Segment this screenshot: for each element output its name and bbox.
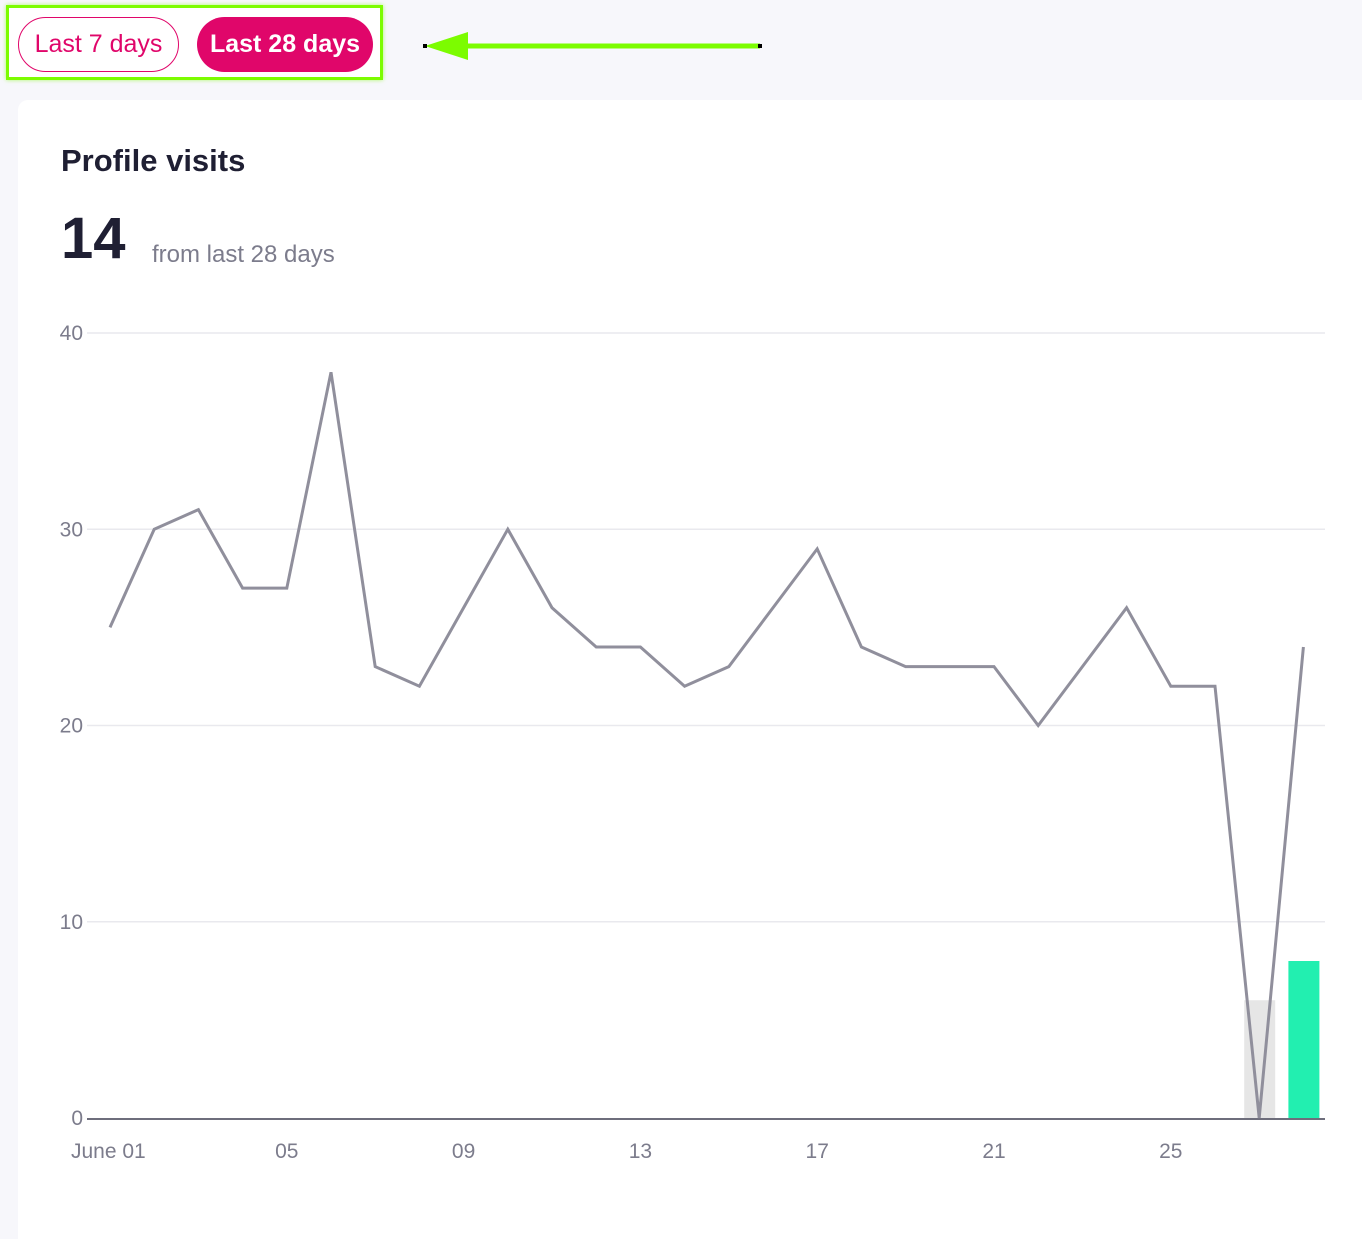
profile-visits-card [18,100,1362,1239]
x-tick-label: 13 [629,1140,652,1163]
x-tick-label: 17 [806,1140,829,1163]
x-tick-label: June 01 [71,1140,146,1163]
y-tick-label: 20 [60,715,83,738]
x-tick-label: 05 [275,1140,298,1163]
y-tick-label: 40 [60,322,83,345]
annotation-arrow-icon [423,32,762,60]
y-tick-label: 30 [60,518,83,541]
total-visits-value: 14 [61,206,126,271]
last-7-days-button[interactable]: Last 7 days [18,17,179,72]
card-title: Profile visits [61,143,246,178]
x-tick-label: 09 [452,1140,475,1163]
y-tick-label: 0 [71,1107,83,1130]
x-tick-label: 25 [1159,1140,1182,1163]
y-tick-label: 10 [60,911,83,934]
x-tick-label: 21 [982,1140,1005,1163]
total-visits-caption: from last 28 days [152,241,335,268]
last-28-days-button[interactable]: Last 28 days [197,17,373,72]
series-line [108,371,1305,1119]
bar-day-28 [1288,961,1320,1118]
